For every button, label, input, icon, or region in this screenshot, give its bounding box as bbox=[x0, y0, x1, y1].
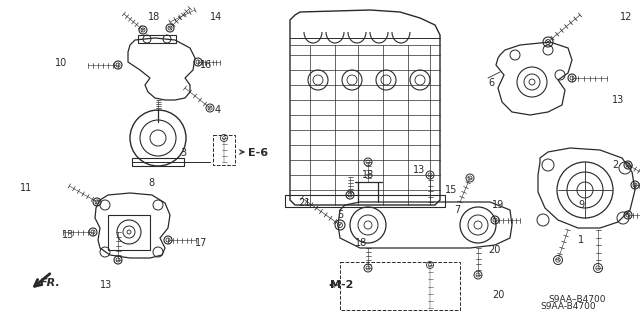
Text: FR.: FR. bbox=[40, 278, 61, 288]
Text: 13: 13 bbox=[62, 230, 74, 240]
Text: 1: 1 bbox=[578, 235, 584, 245]
Text: 5: 5 bbox=[337, 210, 343, 220]
Text: 6: 6 bbox=[488, 78, 494, 88]
Text: 7: 7 bbox=[454, 205, 460, 215]
Text: 19: 19 bbox=[492, 200, 504, 210]
Text: 16: 16 bbox=[200, 60, 212, 70]
Text: 10: 10 bbox=[55, 58, 67, 68]
Text: S9AA–B4700: S9AA–B4700 bbox=[548, 295, 605, 304]
Text: 20: 20 bbox=[488, 245, 500, 255]
Text: 3: 3 bbox=[180, 148, 186, 158]
Text: M-2: M-2 bbox=[330, 280, 353, 290]
Text: 17: 17 bbox=[195, 238, 207, 248]
Text: 13: 13 bbox=[612, 95, 624, 105]
Text: 8: 8 bbox=[148, 178, 154, 188]
Text: 2: 2 bbox=[612, 160, 618, 170]
Bar bbox=[340, 262, 460, 310]
Bar bbox=[132, 158, 184, 166]
Text: E-6: E-6 bbox=[248, 148, 268, 158]
Text: 21: 21 bbox=[298, 198, 310, 208]
Text: 9: 9 bbox=[578, 200, 584, 210]
Text: 12: 12 bbox=[620, 12, 632, 22]
Bar bbox=[108, 215, 150, 250]
Text: 13: 13 bbox=[100, 280, 112, 290]
Bar bbox=[285, 195, 445, 207]
Text: 15: 15 bbox=[445, 185, 458, 195]
Text: 13: 13 bbox=[413, 165, 425, 175]
Text: 18: 18 bbox=[355, 238, 367, 248]
Bar bbox=[138, 35, 176, 43]
Text: 11: 11 bbox=[20, 183, 32, 193]
Text: 14: 14 bbox=[210, 12, 222, 22]
Text: 18: 18 bbox=[362, 170, 374, 180]
Text: 20: 20 bbox=[492, 290, 504, 300]
Text: 18: 18 bbox=[148, 12, 160, 22]
Bar bbox=[213, 135, 235, 165]
Text: 4: 4 bbox=[215, 105, 221, 115]
Text: S9AA-B4700: S9AA-B4700 bbox=[540, 302, 596, 311]
